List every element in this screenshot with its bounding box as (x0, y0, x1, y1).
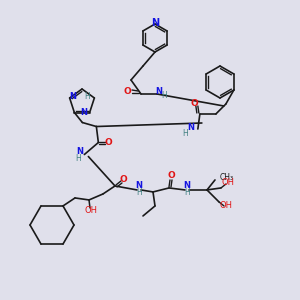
Text: O: O (191, 100, 199, 109)
Text: H: H (85, 92, 90, 101)
Text: H: H (161, 91, 167, 100)
Text: H: H (182, 128, 188, 137)
Text: N: N (155, 86, 163, 95)
Text: N: N (184, 182, 190, 190)
Text: H: H (184, 188, 190, 197)
Text: N: N (136, 182, 142, 190)
Text: H: H (136, 188, 142, 197)
Text: OH: OH (220, 201, 232, 210)
Text: N: N (188, 124, 194, 133)
Text: OH: OH (221, 178, 235, 188)
Text: O: O (104, 138, 112, 147)
Text: N: N (69, 92, 76, 101)
Text: OH: OH (85, 206, 98, 215)
Text: O: O (167, 171, 175, 180)
Text: N: N (80, 108, 87, 117)
Text: H: H (76, 154, 81, 163)
Text: CH₃: CH₃ (220, 173, 234, 182)
Text: O: O (119, 176, 127, 184)
Text: N: N (76, 147, 83, 156)
Text: O: O (123, 88, 131, 97)
Text: N: N (151, 17, 159, 28)
